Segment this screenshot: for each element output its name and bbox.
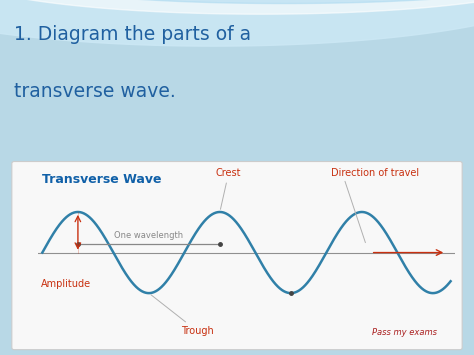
Text: Direction of travel: Direction of travel: [331, 168, 419, 178]
Text: transverse wave.: transverse wave.: [14, 82, 176, 101]
FancyBboxPatch shape: [12, 162, 462, 350]
Text: Pass my exams: Pass my exams: [372, 328, 438, 337]
Text: Trough: Trough: [151, 295, 214, 337]
Text: 1. Diagram the parts of a: 1. Diagram the parts of a: [14, 25, 251, 44]
Text: Transverse Wave: Transverse Wave: [42, 174, 162, 186]
Text: Crest: Crest: [216, 168, 241, 209]
Text: One wavelength: One wavelength: [114, 231, 183, 240]
Text: Amplitude: Amplitude: [41, 279, 91, 289]
